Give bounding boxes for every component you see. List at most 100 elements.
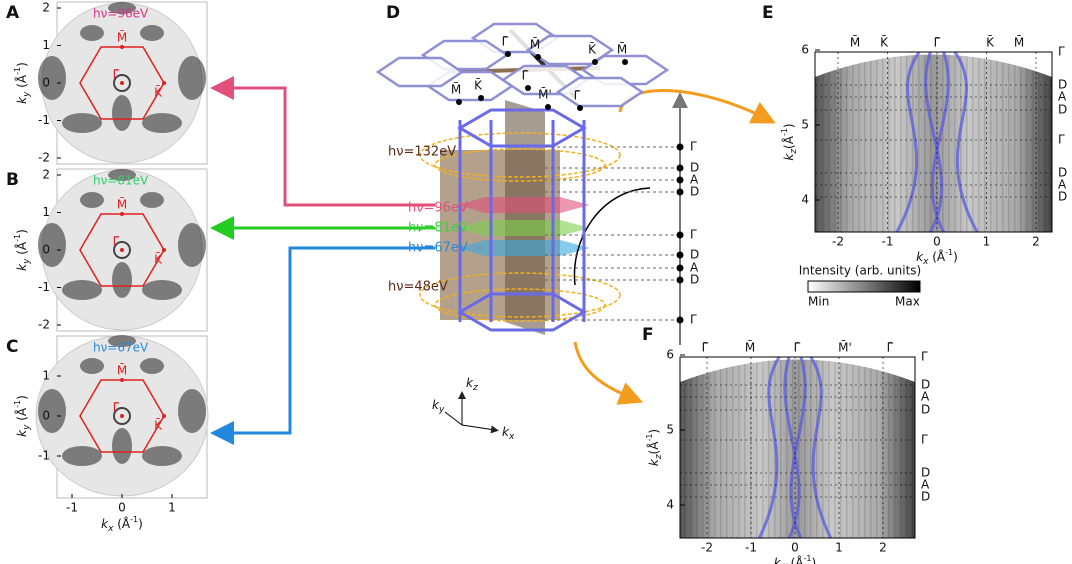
intensity-blob [108, 169, 136, 181]
right-point: D [1058, 103, 1067, 117]
intensity-blob [108, 2, 136, 14]
bulk-point: D [690, 273, 699, 287]
y-tick-label: -2 [38, 318, 50, 332]
x-tick-label: 1 [983, 235, 991, 249]
axis-sub: y [22, 258, 32, 265]
surface-point: M̄ [530, 37, 540, 51]
x-tick-label: -1 [66, 501, 78, 515]
band-calc [783, 356, 801, 539]
axis-end: ) [647, 429, 661, 434]
panel-letter: F [642, 325, 654, 345]
intensity-blob [112, 262, 132, 298]
y-tick-label: 4 [801, 193, 809, 207]
axis-k: k [432, 398, 440, 412]
bulk-point: A [690, 261, 699, 275]
intensity-blob [62, 113, 102, 133]
mesh [419, 132, 621, 178]
point-dot [535, 54, 541, 60]
right-point: D [1058, 78, 1067, 92]
intensity-blob [112, 95, 132, 131]
colorbar-min: Min [808, 295, 829, 309]
intensity-blob [80, 192, 104, 208]
y-tick-label: -1 [38, 280, 50, 294]
y-tick-label: -1 [38, 113, 50, 127]
axis-end: ) [812, 556, 817, 564]
hexagon [525, 34, 615, 66]
arrow-a [210, 76, 435, 207]
point-dot [676, 164, 684, 172]
axis-k: k [466, 376, 474, 390]
panel-letter: D [386, 3, 400, 23]
intensity-blob [178, 56, 206, 100]
mesh [434, 148, 606, 182]
right-point: Γ [921, 350, 928, 364]
arrow-f [573, 341, 644, 405]
plot-frame [814, 51, 1053, 233]
point-dot [120, 81, 124, 85]
colorbar [807, 280, 921, 293]
axis-k: k [647, 458, 661, 466]
point-label: K̄ [154, 252, 163, 266]
right-point: D [1058, 166, 1067, 180]
surface-point: M̄' [538, 87, 552, 101]
center-ring [113, 407, 131, 425]
right-point: Γ [921, 433, 928, 447]
intensity-blob [142, 446, 182, 466]
axis-k: k [774, 556, 782, 564]
curve [573, 187, 651, 286]
axis-arrow [461, 424, 499, 434]
y-tick-label: 1 [42, 369, 50, 383]
point-label: M̄ [117, 363, 127, 377]
point-dot [676, 276, 684, 284]
surface-point: K̄ [474, 78, 483, 92]
panel-letter: C [6, 337, 18, 357]
axis-k: k [101, 517, 109, 531]
point-label: K̄ [154, 418, 163, 432]
center-ring [113, 241, 131, 259]
bulk-point: D [690, 161, 699, 175]
axis-sub: z [654, 454, 664, 460]
point-dot [478, 95, 484, 101]
intensity-blob [38, 56, 66, 100]
axis-label: kz [466, 376, 478, 393]
top-point: Γ̄ [934, 36, 941, 50]
right-point: D [921, 466, 930, 480]
point-dot [676, 264, 684, 272]
axis-sub: x [508, 432, 515, 442]
band-calc [953, 51, 979, 233]
point-dot [456, 99, 462, 105]
hexagon [555, 76, 645, 108]
top-point: M̄ [850, 35, 860, 49]
axis-label: ky [432, 398, 445, 415]
axis-sub: z [789, 149, 799, 155]
surface-point: K̄ [588, 42, 597, 56]
axis-k: k [502, 425, 510, 439]
point-dot [622, 59, 628, 65]
band-calc [809, 356, 832, 539]
point-dot [676, 143, 684, 151]
surface-point: Γ̄ [502, 35, 509, 49]
axis-unit: (Å [14, 407, 29, 424]
intensity-blob [112, 428, 132, 464]
axis-unit: (Å [14, 241, 29, 258]
top-point: Γ̄ [702, 341, 709, 355]
x-tick-label: 0 [118, 501, 126, 515]
axis-k: k [15, 429, 29, 437]
y-tick-label: 6 [801, 43, 809, 57]
axis-label: kz(Å-1) [645, 429, 664, 466]
point-dot [592, 59, 598, 65]
intensity-blob [80, 25, 104, 41]
axis-sub: x [107, 524, 114, 534]
right-point: Γ [1058, 45, 1065, 59]
point-label: K̄ [154, 85, 163, 99]
axis-label: kz(Å-1) [780, 123, 799, 160]
axis-unit: (Å [646, 441, 661, 455]
colorbar-max: Max [895, 295, 920, 309]
surface-point: Γ̄ [574, 89, 581, 103]
axis-sup: -1 [780, 128, 789, 136]
top-point: M̄' [838, 340, 852, 354]
right-point: D [1058, 190, 1067, 204]
point-label: Γ̄ [113, 68, 120, 82]
axis-k: k [15, 263, 29, 271]
bulk-point: D [690, 248, 699, 262]
